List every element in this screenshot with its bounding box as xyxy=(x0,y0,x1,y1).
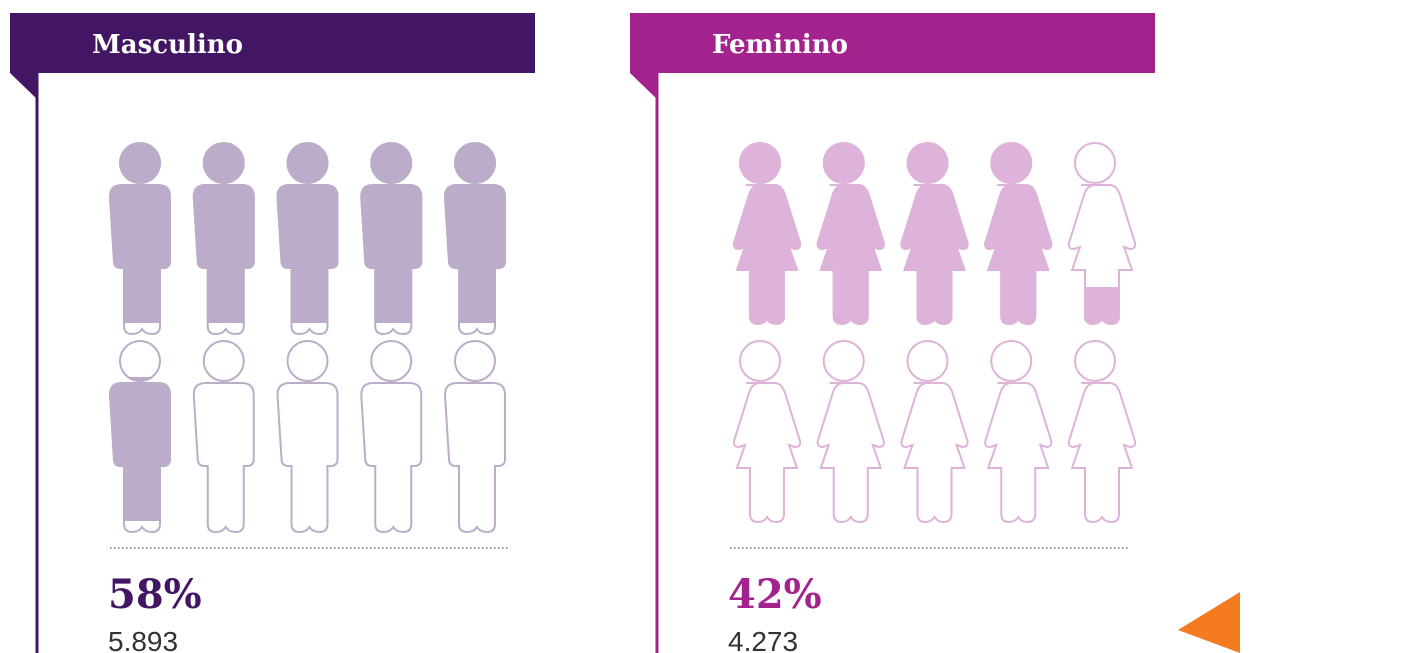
icon-outline xyxy=(454,340,496,382)
icon-fill xyxy=(443,143,506,323)
icon-body xyxy=(276,184,339,323)
icon-head xyxy=(739,143,781,184)
count: 4.273 xyxy=(728,626,798,653)
header-fold xyxy=(630,73,658,100)
icon-head xyxy=(822,143,865,184)
percentage: 58% xyxy=(108,571,202,618)
icon-fill xyxy=(984,143,1053,323)
icon-head xyxy=(286,143,329,184)
icon-outline xyxy=(276,382,339,534)
icon-fill xyxy=(192,143,255,323)
icon-outline xyxy=(202,340,245,382)
icon-outline xyxy=(990,340,1033,382)
icon-fill xyxy=(732,143,802,323)
icon-outline xyxy=(370,340,413,382)
icon-head xyxy=(906,143,949,184)
icon-outline xyxy=(906,340,949,382)
panel-title: Masculino xyxy=(92,30,243,60)
icon-outline xyxy=(1067,382,1137,524)
icon-head xyxy=(119,143,161,184)
icon-fill xyxy=(276,143,339,323)
count: 5.893 xyxy=(108,626,178,653)
icon-body xyxy=(900,184,969,323)
icon-body xyxy=(1084,287,1120,323)
panel-header xyxy=(630,13,1155,73)
icon-body xyxy=(816,184,885,323)
icon-head xyxy=(126,377,154,382)
icon-fill xyxy=(900,143,969,323)
icon-outline xyxy=(822,340,865,382)
icon-body xyxy=(192,184,255,323)
icon-body xyxy=(108,382,171,521)
panel-title: Feminino xyxy=(712,30,848,60)
percentage: 42% xyxy=(728,571,822,618)
icon-outline xyxy=(443,382,506,534)
icon-head xyxy=(990,143,1033,184)
icon-body xyxy=(984,184,1053,323)
icon-head xyxy=(370,143,413,184)
icon-head xyxy=(202,143,245,184)
icon-body xyxy=(732,184,802,323)
icon-outline xyxy=(360,382,423,534)
icon-fill xyxy=(360,143,423,323)
icon-fill xyxy=(108,377,171,521)
icon-outline xyxy=(900,382,969,524)
decor-triangle xyxy=(1178,592,1240,653)
icon-outline xyxy=(192,382,255,534)
panel-header xyxy=(10,13,535,73)
icon-outline xyxy=(119,340,161,382)
icon-fill xyxy=(816,143,885,323)
icon-outline xyxy=(739,340,781,382)
icon-body xyxy=(108,184,171,323)
icon-fill xyxy=(1084,287,1120,323)
icon-outline xyxy=(1074,340,1116,382)
icon-body xyxy=(360,184,423,323)
header-fold xyxy=(10,73,38,100)
icon-body xyxy=(443,184,506,323)
icon-outline xyxy=(816,382,885,524)
icon-fill xyxy=(108,143,171,323)
icon-outline xyxy=(1074,142,1116,184)
icon-outline xyxy=(984,382,1053,524)
icon-head xyxy=(454,143,496,184)
icon-outline xyxy=(732,382,802,524)
icon-outline xyxy=(286,340,329,382)
